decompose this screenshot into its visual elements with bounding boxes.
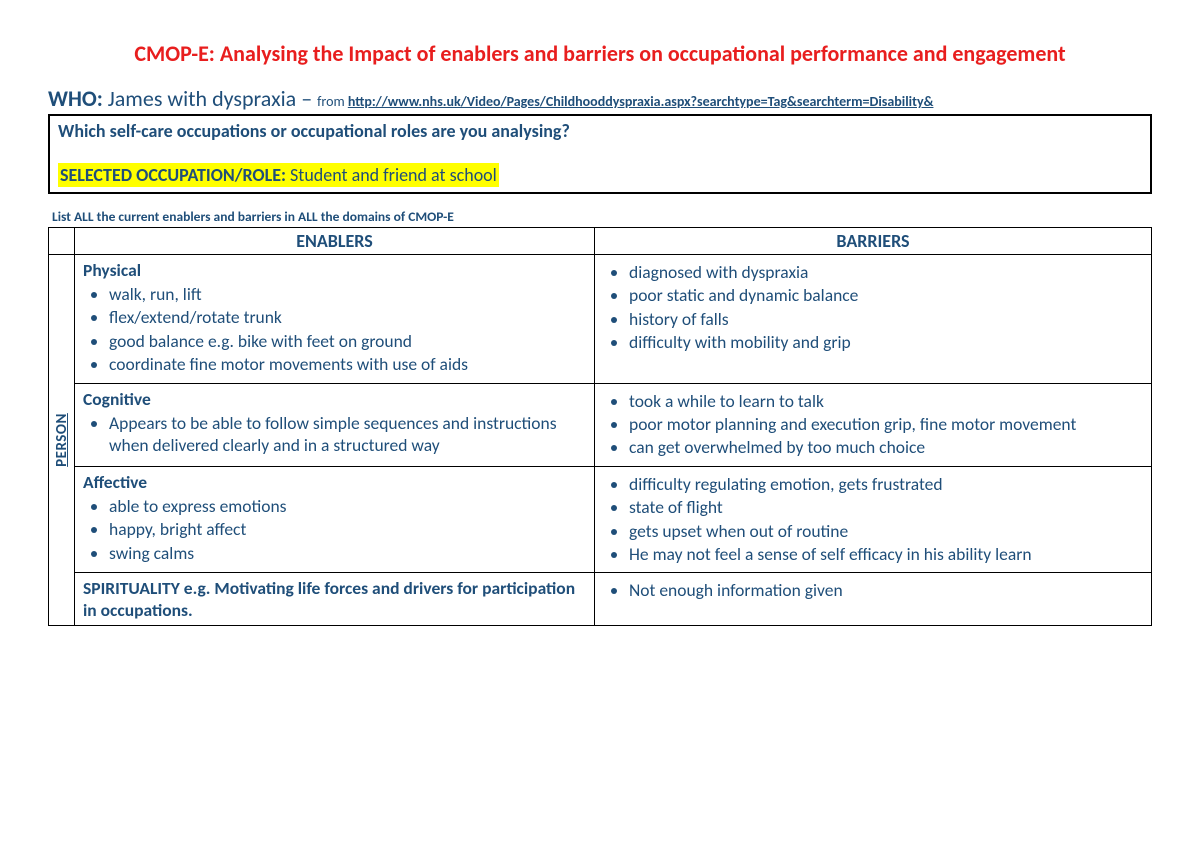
- cell-spirituality-barriers: Not enough information given: [595, 573, 1152, 626]
- cell-affective-barriers: difficulty regulating emotion, gets frus…: [595, 466, 1152, 573]
- list-item: poor motor planning and execution grip, …: [629, 413, 1143, 436]
- list-item: gets upset when out of routine: [629, 520, 1143, 543]
- who-from: from: [317, 93, 348, 110]
- who-name: James with dyspraxia: [108, 85, 296, 112]
- list-item: coordinate fine motor movements with use…: [109, 353, 586, 376]
- who-dash: –: [296, 85, 317, 112]
- table-header-row: ENABLERS BARRIERS: [49, 228, 1152, 255]
- cmop-table: ENABLERS BARRIERS PERSON Physical walk, …: [48, 227, 1152, 626]
- cell-physical-enablers: Physical walk, run, lift flex/extend/rot…: [75, 255, 595, 384]
- cell-cognitive-barriers: took a while to learn to talk poor motor…: [595, 383, 1152, 466]
- selected-occupation-row: SELECTED OCCUPATION/ROLE: Student and fr…: [58, 163, 499, 187]
- who-link[interactable]: http://www.nhs.uk/Video/Pages/Childhoodd…: [348, 93, 934, 110]
- list-item: He may not feel a sense of self efficacy…: [629, 543, 1143, 566]
- who-label: WHO:: [48, 85, 103, 112]
- list-item: good balance e.g. bike with feet on grou…: [109, 330, 586, 353]
- row-affective: Affective able to express emotions happy…: [49, 466, 1152, 573]
- list-item: can get overwhelmed by too much choice: [629, 436, 1143, 459]
- side-label-person: PERSON: [53, 413, 71, 467]
- list-instruction: List ALL the current enablers and barrie…: [52, 208, 1152, 225]
- list-item: difficulty regulating emotion, gets frus…: [629, 473, 1143, 496]
- selected-occupation-value: Student and friend at school: [286, 164, 497, 186]
- header-gap: [49, 228, 75, 255]
- list-item: state of flight: [629, 496, 1143, 519]
- header-barriers: BARRIERS: [595, 228, 1152, 255]
- subhead-cognitive: Cognitive: [83, 388, 586, 410]
- side-person: PERSON: [49, 255, 75, 626]
- subhead-spirituality: SPIRITUALITY e.g. Motivating life forces…: [83, 577, 586, 621]
- list-item: walk, run, lift: [109, 283, 586, 306]
- question-text: Which self-care occupations or occupatio…: [58, 120, 1142, 142]
- page-title: CMOP-E: Analysing the Impact of enablers…: [48, 40, 1152, 67]
- subhead-physical: Physical: [83, 259, 586, 281]
- list-item: poor static and dynamic balance: [629, 284, 1143, 307]
- list-item: history of falls: [629, 308, 1143, 331]
- who-line: WHO: James with dyspraxia – from http://…: [48, 85, 1152, 112]
- row-cognitive: Cognitive Appears to be able to follow s…: [49, 383, 1152, 466]
- list-item: diagnosed with dyspraxia: [629, 261, 1143, 284]
- list-item: flex/extend/rotate trunk: [109, 306, 586, 329]
- list-item: difficulty with mobility and grip: [629, 331, 1143, 354]
- header-enablers: ENABLERS: [75, 228, 595, 255]
- list-item: swing calms: [109, 542, 586, 565]
- row-physical: PERSON Physical walk, run, lift flex/ext…: [49, 255, 1152, 384]
- row-spirituality: SPIRITUALITY e.g. Motivating life forces…: [49, 573, 1152, 626]
- analysis-box: Which self-care occupations or occupatio…: [48, 114, 1152, 194]
- list-item: Appears to be able to follow simple sequ…: [109, 412, 586, 458]
- cell-spirituality-enablers: SPIRITUALITY e.g. Motivating life forces…: [75, 573, 595, 626]
- list-item: Not enough information given: [629, 579, 1143, 602]
- selected-occupation-label: SELECTED OCCUPATION/ROLE:: [60, 164, 286, 186]
- cell-affective-enablers: Affective able to express emotions happy…: [75, 466, 595, 573]
- list-item: happy, bright affect: [109, 518, 586, 541]
- list-item: took a while to learn to talk: [629, 390, 1143, 413]
- cell-physical-barriers: diagnosed with dyspraxia poor static and…: [595, 255, 1152, 384]
- list-item: able to express emotions: [109, 495, 586, 518]
- subhead-affective: Affective: [83, 471, 586, 493]
- cell-cognitive-enablers: Cognitive Appears to be able to follow s…: [75, 383, 595, 466]
